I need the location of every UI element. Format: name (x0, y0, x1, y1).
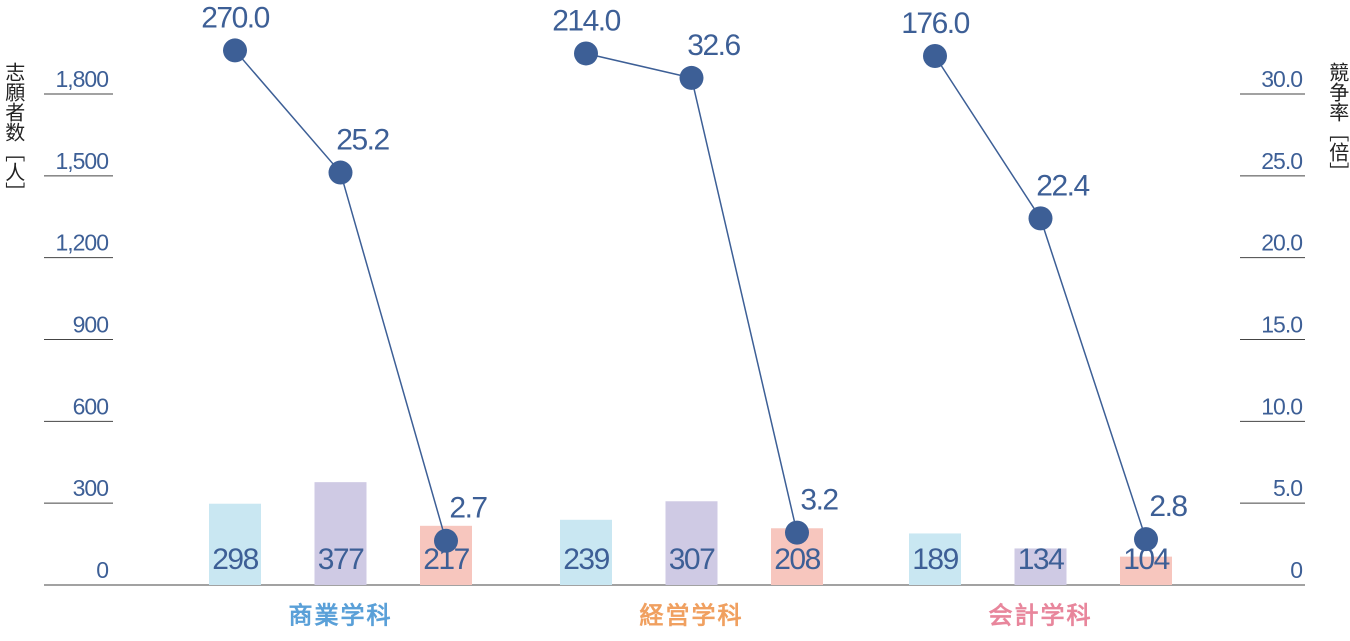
line-point (679, 65, 704, 90)
line-point (923, 43, 947, 68)
bar-value-label: 307 (669, 543, 715, 576)
line-value-label: 3.2 (800, 484, 838, 517)
line-value-label: 214.0 (552, 4, 620, 37)
bar (314, 482, 367, 585)
y-tick-label: 900 (73, 312, 109, 338)
y-tick-label: 1,500 (55, 148, 108, 174)
bar-value-label: 134 (1018, 543, 1064, 576)
y2-tick-label: 0 (1290, 557, 1302, 583)
y2-tick-label: 20.0 (1261, 230, 1302, 256)
bar (1120, 556, 1172, 585)
line-point (574, 41, 598, 66)
y2-tick-label: 15.0 (1261, 312, 1302, 338)
line-value-label: 32.6 (687, 29, 740, 62)
y-tick-label: 300 (73, 475, 109, 501)
bar (1014, 548, 1067, 585)
x-tick-label: 会計学科 (989, 601, 1093, 629)
line-point (223, 38, 247, 63)
bar-value-label: 239 (563, 543, 609, 576)
line-point (785, 520, 809, 545)
bar-value-label: 208 (774, 543, 820, 576)
line-value-label: 22.4 (1036, 169, 1089, 202)
bar-value-label: 189 (912, 543, 958, 576)
bar (909, 533, 961, 585)
y-tick-label: 1,200 (55, 230, 108, 256)
x-tick-label: 商業学科 (289, 601, 393, 629)
y-axis-title: 志願者数［人］ (2, 62, 25, 202)
y-tick-label: 0 (96, 557, 108, 583)
bar (209, 503, 261, 585)
line-point (434, 528, 458, 553)
line-value-label: 2.7 (449, 492, 487, 525)
y2-tick-label: 25.0 (1261, 148, 1302, 174)
line-value-label: 176.0 (901, 7, 969, 40)
y-tick-label: 1,800 (55, 66, 108, 92)
line (585, 52, 798, 533)
line (934, 55, 1147, 540)
y2-tick-label: 30.0 (1261, 66, 1302, 92)
line-point (1028, 206, 1053, 231)
bar (560, 519, 612, 585)
line-point (328, 160, 353, 185)
bar (665, 501, 718, 585)
line-value-label: 270.0 (201, 1, 269, 34)
line-value-label: 25.2 (336, 123, 389, 156)
y2-axis-title: 競争率［倍］ (1326, 62, 1349, 182)
y2-tick-label: 10.0 (1261, 393, 1302, 419)
bar-value-label: 298 (212, 543, 258, 576)
line-point (1134, 527, 1158, 552)
line-value-label: 2.8 (1149, 490, 1187, 523)
y2-tick-label: 5.0 (1273, 475, 1302, 501)
x-tick-label: 経営学科 (640, 601, 744, 629)
bar-value-label: 377 (318, 543, 364, 576)
y-tick-label: 600 (73, 393, 109, 419)
